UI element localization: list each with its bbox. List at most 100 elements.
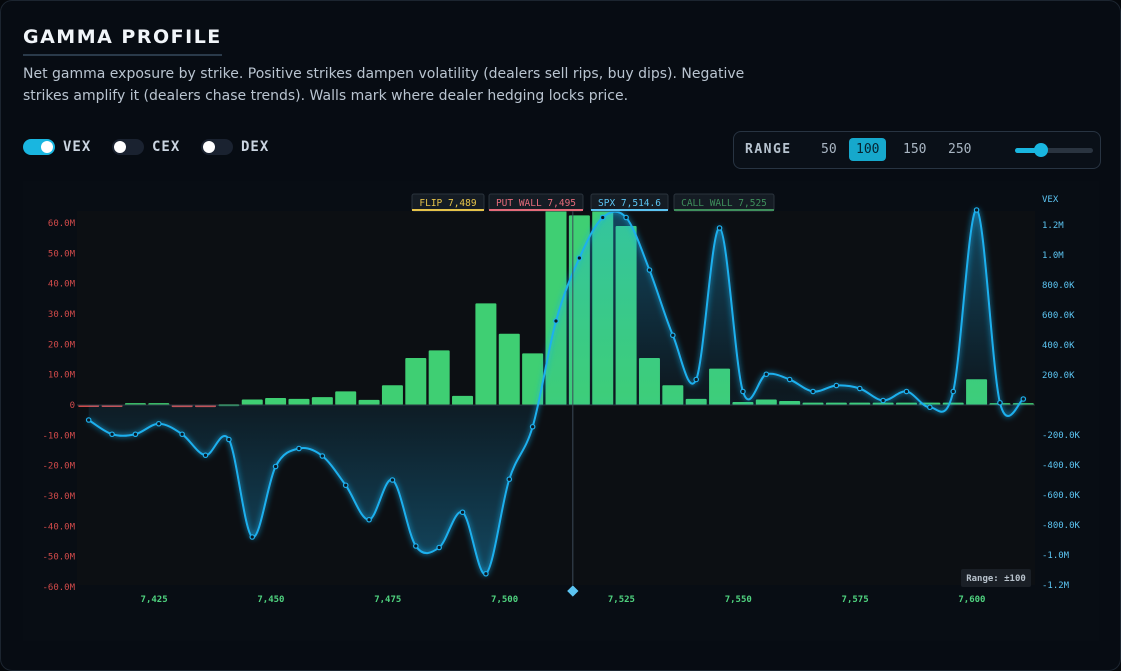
y-tick-label: -20.0M — [42, 462, 75, 472]
vex-point — [226, 436, 232, 443]
y-tick-label: 0 — [70, 401, 75, 411]
marker-tag-label: CALL WALL 7,525 — [681, 198, 767, 209]
marker-tag: CALL WALL 7,525 — [673, 193, 775, 212]
range-option-50[interactable]: 50 — [821, 142, 837, 157]
y2-tick-label: -600.0K — [1042, 491, 1081, 501]
vex-point — [693, 376, 699, 383]
vex-point — [763, 371, 770, 378]
vex-point — [973, 207, 980, 213]
y-tick-label: 40.0M — [48, 280, 76, 290]
vex-switch[interactable] — [23, 139, 55, 155]
toggle-cex[interactable]: CEX — [112, 139, 180, 155]
y-tick-label: -10.0M — [42, 431, 75, 441]
cex-switch-knob — [114, 141, 126, 153]
gamma-bar — [241, 399, 263, 405]
vex-point — [202, 452, 209, 459]
range-badge-box — [961, 569, 1031, 587]
vex-point — [670, 332, 676, 339]
vex-point — [109, 431, 115, 438]
vex-point — [880, 397, 886, 404]
y-tick-label: 10.0M — [48, 371, 76, 381]
x-tick-label: 7,425 — [141, 595, 168, 605]
range-slider[interactable] — [1015, 143, 1093, 157]
vex-point — [997, 399, 1003, 406]
vex-point — [599, 214, 606, 221]
marker-tag: SPX 7,514.6 — [590, 193, 669, 212]
vex-point — [459, 509, 466, 516]
marker-tag-underline — [674, 209, 774, 211]
range-option-250[interactable]: 250 — [948, 142, 972, 157]
vex-point — [1020, 396, 1027, 402]
vex-area — [88, 209, 1024, 575]
gamma-bar — [475, 303, 497, 405]
vex-point — [833, 382, 840, 389]
vex-point — [132, 431, 139, 438]
marker-tag-label: PUT WALL 7,495 — [496, 198, 576, 209]
range-option-100[interactable]: 100 — [849, 138, 887, 161]
range-slider-fill — [1015, 148, 1041, 153]
y2-axis-label: VEX — [1042, 195, 1059, 205]
dex-label: DEX — [241, 139, 270, 155]
spot-marker — [567, 585, 579, 597]
y2-tick-label: 1.2M — [1042, 221, 1064, 231]
x-tick-label: 7,475 — [374, 595, 401, 605]
dex-switch[interactable] — [201, 139, 233, 155]
cex-label: CEX — [152, 139, 181, 155]
y-tick-label: 30.0M — [48, 310, 76, 320]
x-tick-label: 7,500 — [491, 595, 518, 605]
vex-label: VEX — [63, 139, 92, 155]
vex-point — [927, 404, 933, 411]
vex-point — [740, 388, 746, 395]
gamma-bar — [381, 385, 403, 405]
vex-point — [319, 453, 326, 459]
vex-point — [483, 570, 489, 577]
range-control: RANGE 50 100 150 250 — [733, 131, 1101, 169]
gamma-bar — [452, 395, 474, 405]
page-description: Net gamma exposure by strike. Positive s… — [23, 66, 745, 104]
marker-tag-underline — [591, 209, 668, 211]
toggle-dex[interactable]: DEX — [201, 139, 269, 155]
vex-point — [389, 477, 396, 483]
y-tick-label: -40.0M — [42, 522, 75, 532]
vex-point — [155, 420, 162, 427]
vex-point — [903, 388, 910, 395]
cex-switch[interactable] — [112, 139, 144, 155]
dex-switch-knob — [203, 141, 215, 153]
y2-tick-label: 200.0K — [1042, 371, 1075, 381]
vex-point — [810, 388, 816, 395]
vex-point — [623, 214, 629, 221]
vex-point — [413, 543, 419, 549]
page-title: GAMMA PROFILE — [23, 26, 222, 56]
y-tick-label: 20.0M — [48, 340, 76, 350]
marker-tag: PUT WALL 7,495 — [488, 193, 584, 212]
vex-point — [553, 318, 559, 324]
x-tick-label: 7,525 — [608, 595, 635, 605]
y2-tick-label: 400.0K — [1042, 341, 1075, 351]
marker-tag-label: SPX 7,514.6 — [598, 198, 661, 209]
gamma-bar — [405, 357, 427, 405]
gamma-bar — [498, 333, 520, 405]
marker-tag-label: FLIP 7,489 — [419, 198, 476, 209]
range-option-150[interactable]: 150 — [903, 142, 927, 157]
gamma-bar — [428, 350, 450, 405]
vex-point — [576, 255, 583, 261]
gamma-chart: 60.0M 50.0M 40.0M 30.0M 20.0M 10.0M 0 -10.0M -20… — [23, 181, 1099, 641]
range-slider-thumb[interactable] — [1033, 143, 1048, 157]
y-tick-label: 50.0M — [48, 249, 76, 259]
marker-tag-underline — [412, 209, 484, 211]
vex-point — [249, 534, 256, 540]
gamma-bar — [265, 398, 287, 405]
toggle-vex[interactable]: VEX — [23, 139, 91, 155]
gamma-bar — [335, 391, 357, 405]
y2-tick-label: -400.0K — [1042, 461, 1081, 471]
range-badge: Range: ±100 — [966, 574, 1026, 584]
vex-point — [950, 388, 957, 395]
x-tick-label: 7,575 — [842, 595, 869, 605]
vex-point — [786, 376, 793, 383]
gamma-chart-svg: 60.0M 50.0M 40.0M 30.0M 20.0M 10.0M 0 -10.0M -20… — [23, 181, 1099, 641]
gamma-bar — [522, 353, 544, 405]
y-tick-label: -60.0M — [42, 583, 75, 593]
vex-point — [436, 544, 442, 551]
y2-tick-label: -200.0K — [1042, 431, 1081, 441]
